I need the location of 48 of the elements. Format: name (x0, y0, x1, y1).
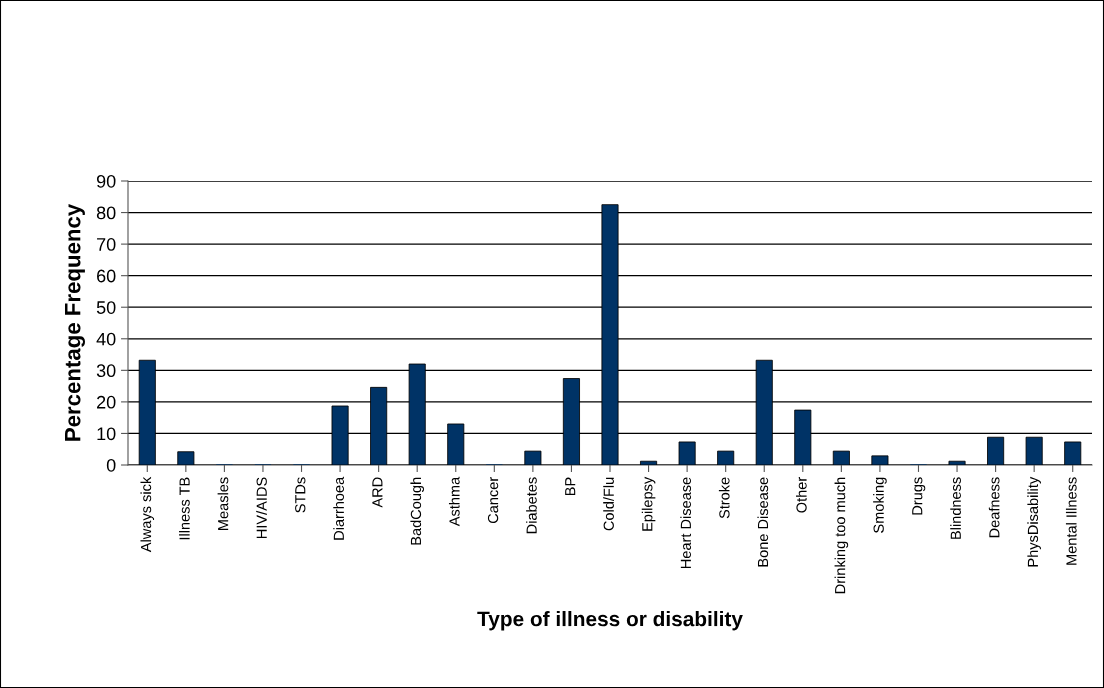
x-tick-label: Diarrhoea (333, 476, 344, 540)
bar (177, 451, 195, 465)
x-tick-label: PhysDisability (1027, 476, 1041, 567)
bar (1064, 441, 1082, 465)
x-tick-label: Illness TB (179, 477, 190, 540)
x-tick-label: Always sick (140, 476, 155, 553)
x-tick-label: Cancer (487, 477, 499, 524)
y-tick-label: 60 (97, 269, 116, 283)
y-axis-title: Percentage Frequency (65, 203, 85, 441)
x-tick-label: Mental Illness (1065, 477, 1077, 565)
x-tick-label: Smoking (873, 477, 887, 533)
x-tick-label: BP (565, 477, 576, 496)
x-tick-label: Cold/Flu (603, 477, 614, 531)
y-tick-label: 0 (106, 458, 116, 472)
y-tick-label: 50 (96, 301, 116, 314)
x-tick-label: ARD (372, 477, 383, 508)
x-tick-label: Deafness (988, 477, 1000, 538)
y-tick-label: 10 (97, 427, 116, 441)
x-tick-label: Blindness (950, 477, 961, 539)
y-tick-label: 40 (96, 332, 116, 346)
x-tick-label: BadCough (410, 477, 424, 545)
bar (717, 450, 735, 465)
y-tick-label: 20 (97, 395, 116, 409)
x-tick-label: Drugs (912, 477, 926, 515)
bar (678, 441, 696, 465)
x-tick-label: Epilepsy (641, 476, 656, 531)
bar (948, 460, 966, 465)
bar (871, 455, 889, 465)
x-tick-label: Heart Disease (680, 477, 692, 568)
x-axis-title: Type of illness or disability (477, 610, 743, 631)
x-tick-label: Diabetes (526, 477, 537, 534)
x-tick-label: Bone Disease (757, 477, 769, 567)
x-tick-label: HIV/AIDS (256, 477, 267, 539)
x-tick-label: Drinking too much (834, 477, 849, 594)
y-tick-label: 30 (96, 364, 116, 378)
bar (987, 436, 1005, 465)
bar (524, 450, 542, 465)
y-tick-label: 90 (96, 174, 116, 188)
x-tick-label: Stroke (718, 477, 730, 519)
bar (832, 450, 850, 465)
bar (1025, 436, 1043, 465)
x-tick-label: STDs (295, 477, 306, 513)
bar (640, 460, 658, 465)
y-tick-label: 80 (96, 206, 116, 220)
x-tick-label: Asthma (448, 476, 460, 527)
x-tick-label: Other (796, 477, 807, 513)
y-tick-label: 70 (97, 238, 116, 251)
x-tick-label: Measles (217, 477, 229, 530)
